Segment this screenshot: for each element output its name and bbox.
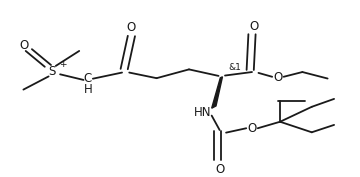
Text: O: O bbox=[20, 39, 29, 52]
Text: O: O bbox=[249, 19, 258, 33]
Text: H: H bbox=[84, 83, 92, 96]
Text: &1: &1 bbox=[229, 63, 242, 72]
Text: +: + bbox=[59, 60, 67, 69]
Text: C: C bbox=[84, 72, 92, 85]
Text: O: O bbox=[127, 21, 136, 34]
Polygon shape bbox=[212, 77, 222, 108]
Text: S: S bbox=[49, 65, 56, 78]
Text: HN: HN bbox=[194, 106, 211, 119]
Text: O: O bbox=[273, 71, 283, 84]
Text: O: O bbox=[247, 122, 257, 135]
Text: O: O bbox=[215, 162, 224, 176]
